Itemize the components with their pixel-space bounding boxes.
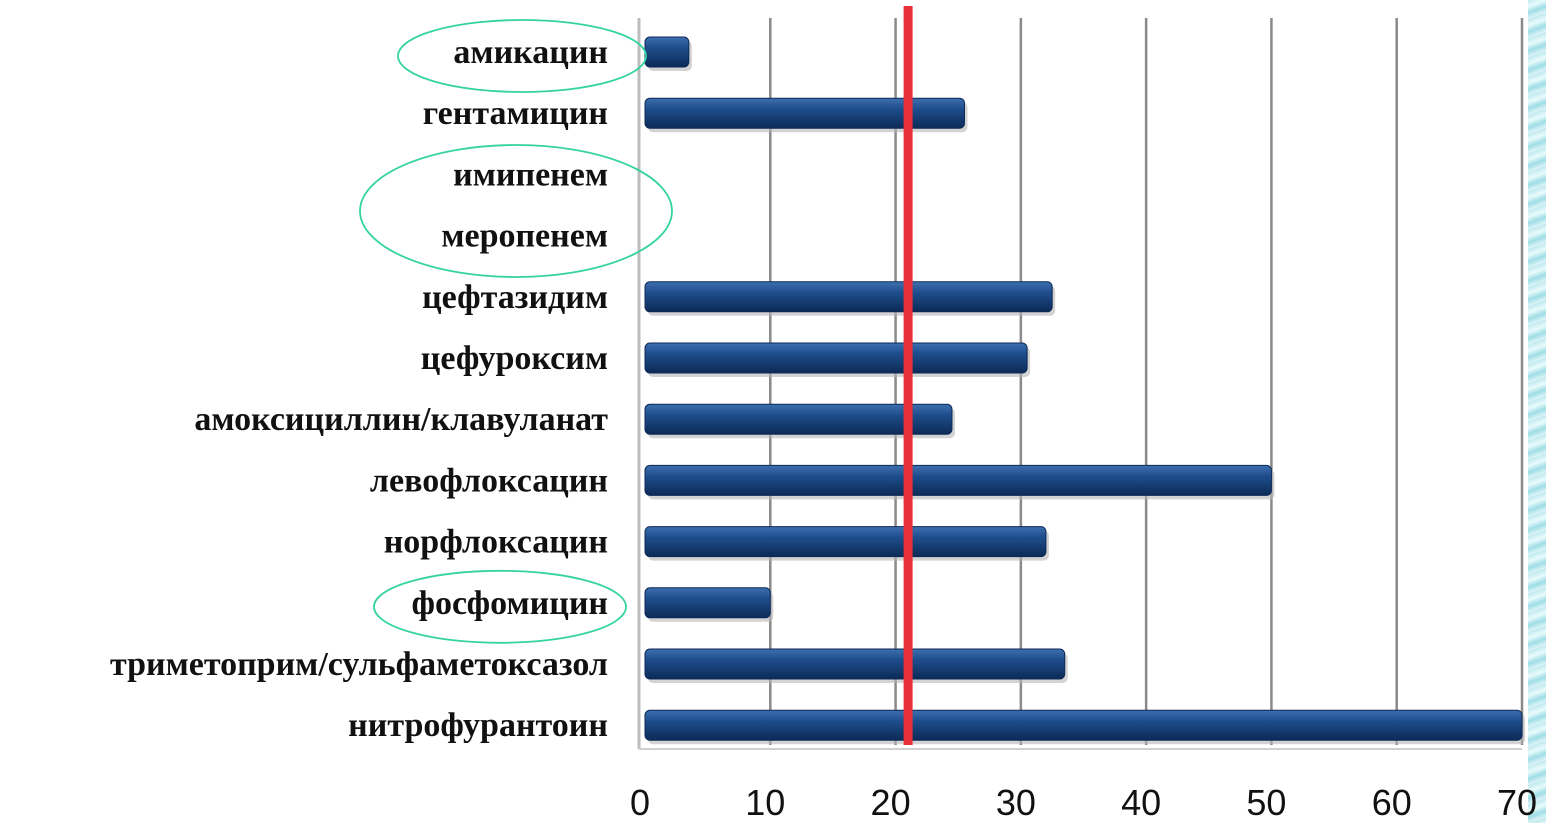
category-label: цефуроксим (421, 340, 608, 377)
highlight-ellipse (373, 569, 627, 644)
x-tick-label: 30 (996, 782, 1036, 823)
category-label: имипенем (453, 156, 608, 193)
category-label: амоксициллин/клавуланат (194, 401, 608, 438)
bar (644, 526, 1047, 558)
x-tick-label: 70 (1497, 782, 1537, 823)
x-axis-ticks: 0 10 20 30 40 50 60 70 (630, 782, 1537, 823)
x-tick-label: 60 (1372, 782, 1412, 823)
bar (644, 281, 1053, 313)
bar (644, 97, 965, 129)
bar (644, 648, 1066, 680)
x-tick-label: 40 (1121, 782, 1161, 823)
bar (644, 342, 1028, 374)
bar (644, 403, 953, 435)
category-label: меропенем (441, 218, 608, 255)
x-tick-label: 50 (1246, 782, 1286, 823)
bar (644, 464, 1272, 496)
x-tick-label: 20 (871, 782, 911, 823)
x-tick-label: 0 (630, 782, 650, 823)
highlight-ellipse (397, 19, 647, 93)
category-label: амикацин (453, 34, 608, 71)
category-label: триметоприм/сульфаметоксазол (110, 646, 608, 683)
background-texture-strip (1528, 0, 1546, 823)
category-label: фосфомицин (411, 585, 608, 622)
category-label: гентамицин (423, 95, 608, 132)
x-tick-label: 10 (745, 782, 785, 823)
bar (644, 36, 690, 68)
category-labels: амикацин гентамицин имипенем меропенем цефта… (110, 34, 608, 744)
bar (644, 709, 1523, 741)
highlight-ellipses (359, 19, 673, 644)
highlight-ellipse (359, 144, 673, 278)
gridlines (637, 18, 1524, 750)
category-label: нитрофурантоин (348, 707, 608, 744)
bar-series (644, 36, 1525, 745)
category-label: норфлоксацин (384, 524, 608, 561)
category-label: левофлоксацин (370, 462, 608, 499)
category-label: цефтазидим (422, 279, 608, 316)
bar (644, 587, 771, 619)
